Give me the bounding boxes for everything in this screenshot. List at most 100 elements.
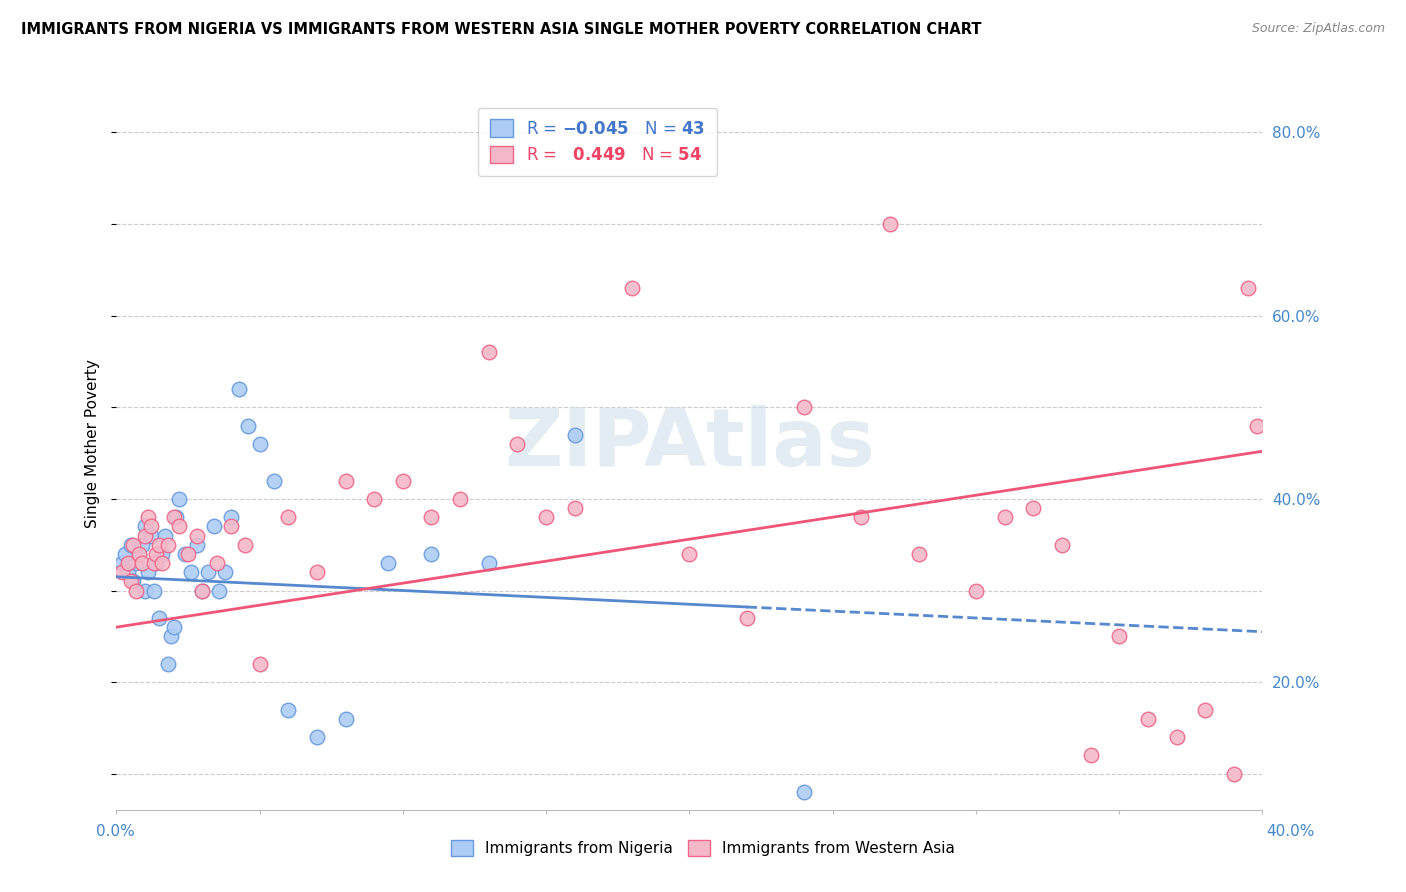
- Point: [793, 785, 815, 799]
- Point: [202, 519, 225, 533]
- Point: [150, 547, 173, 561]
- Point: [621, 281, 644, 295]
- Point: [236, 418, 259, 433]
- Point: [180, 565, 202, 579]
- Point: [851, 510, 873, 524]
- Point: [191, 583, 214, 598]
- Point: [277, 703, 299, 717]
- Point: [162, 620, 184, 634]
- Point: [150, 556, 173, 570]
- Point: [1050, 538, 1073, 552]
- Point: [134, 583, 156, 598]
- Text: ZIPAtlas: ZIPAtlas: [503, 405, 875, 483]
- Point: [177, 547, 200, 561]
- Point: [142, 556, 165, 570]
- Point: [145, 547, 167, 561]
- Point: [735, 611, 758, 625]
- Point: [162, 510, 184, 524]
- Point: [879, 217, 901, 231]
- Point: [169, 491, 191, 506]
- Point: [120, 538, 142, 552]
- Point: [125, 583, 148, 598]
- Point: [186, 528, 208, 542]
- Text: 0.0%: 0.0%: [96, 824, 135, 838]
- Point: [363, 491, 385, 506]
- Point: [1108, 629, 1130, 643]
- Point: [1237, 281, 1260, 295]
- Point: [534, 510, 557, 524]
- Point: [145, 556, 167, 570]
- Point: [156, 538, 179, 552]
- Point: [1223, 766, 1246, 780]
- Text: 40.0%: 40.0%: [1267, 824, 1315, 838]
- Point: [153, 528, 176, 542]
- Point: [305, 565, 328, 579]
- Point: [478, 556, 501, 570]
- Point: [205, 556, 228, 570]
- Point: [169, 519, 191, 533]
- Text: Source: ZipAtlas.com: Source: ZipAtlas.com: [1251, 22, 1385, 36]
- Point: [136, 510, 159, 524]
- Point: [134, 528, 156, 542]
- Point: [564, 427, 586, 442]
- Point: [214, 565, 236, 579]
- Point: [993, 510, 1015, 524]
- Point: [117, 565, 139, 579]
- Point: [907, 547, 929, 561]
- Point: [392, 474, 415, 488]
- Point: [1022, 501, 1045, 516]
- Point: [159, 629, 181, 643]
- Point: [1194, 703, 1216, 717]
- Point: [148, 538, 170, 552]
- Point: [564, 501, 586, 516]
- Point: [1136, 712, 1159, 726]
- Point: [174, 547, 197, 561]
- Point: [128, 547, 150, 561]
- Point: [277, 510, 299, 524]
- Point: [263, 474, 285, 488]
- Point: [420, 547, 443, 561]
- Point: [793, 401, 815, 415]
- Point: [228, 382, 250, 396]
- Point: [449, 491, 471, 506]
- Point: [142, 583, 165, 598]
- Point: [156, 657, 179, 671]
- Point: [120, 574, 142, 589]
- Point: [335, 712, 357, 726]
- Point: [136, 565, 159, 579]
- Point: [128, 547, 150, 561]
- Point: [139, 519, 162, 533]
- Point: [1080, 748, 1102, 763]
- Point: [191, 583, 214, 598]
- Point: [219, 519, 242, 533]
- Point: [122, 538, 145, 552]
- Point: [233, 538, 256, 552]
- Point: [506, 437, 529, 451]
- Point: [111, 565, 134, 579]
- Point: [139, 528, 162, 542]
- Point: [131, 556, 153, 570]
- Point: [249, 437, 271, 451]
- Point: [678, 547, 700, 561]
- Point: [117, 556, 139, 570]
- Point: [125, 556, 148, 570]
- Point: [134, 519, 156, 533]
- Point: [1166, 730, 1188, 744]
- Y-axis label: Single Mother Poverty: Single Mother Poverty: [86, 359, 100, 528]
- Point: [219, 510, 242, 524]
- Point: [122, 574, 145, 589]
- Point: [965, 583, 987, 598]
- Point: [111, 556, 134, 570]
- Point: [114, 547, 136, 561]
- Point: [131, 538, 153, 552]
- Point: [148, 611, 170, 625]
- Point: [305, 730, 328, 744]
- Point: [420, 510, 443, 524]
- Point: [249, 657, 271, 671]
- Point: [197, 565, 219, 579]
- Point: [377, 556, 399, 570]
- Legend: Immigrants from Nigeria, Immigrants from Western Asia: Immigrants from Nigeria, Immigrants from…: [446, 834, 960, 862]
- Point: [478, 345, 501, 359]
- Point: [208, 583, 231, 598]
- Text: IMMIGRANTS FROM NIGERIA VS IMMIGRANTS FROM WESTERN ASIA SINGLE MOTHER POVERTY CO: IMMIGRANTS FROM NIGERIA VS IMMIGRANTS FR…: [21, 22, 981, 37]
